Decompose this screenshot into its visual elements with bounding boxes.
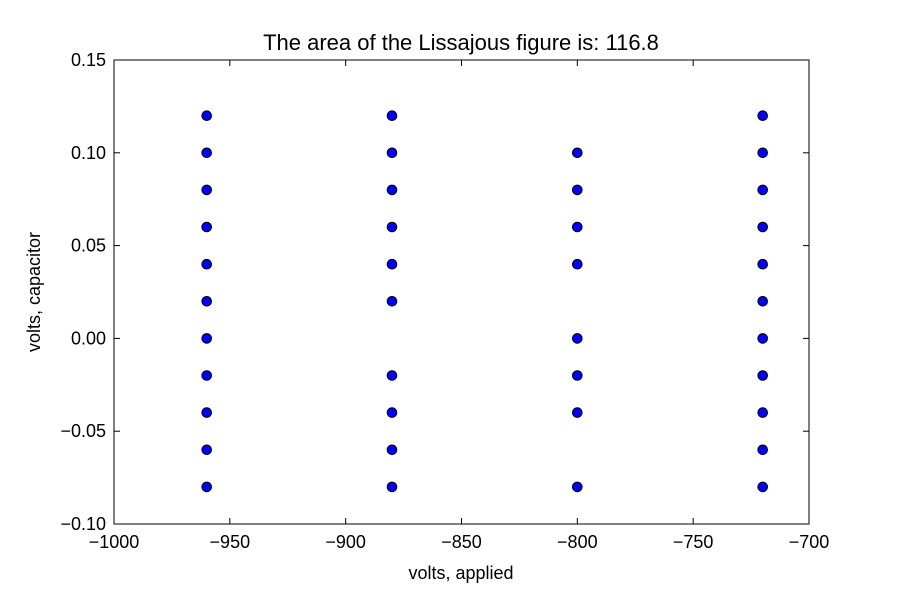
data-point — [386, 147, 398, 159]
data-point — [386, 407, 398, 418]
plot-frame — [113, 59, 810, 525]
data-point — [572, 333, 583, 344]
data-point — [572, 147, 583, 159]
plot-area — [201, 110, 769, 493]
y-tick-label: −0.05 — [60, 421, 106, 441]
y-axis: −0.10 −0.05 0.00 0.05 0.10 0.15 — [60, 50, 809, 534]
data-point — [572, 370, 583, 381]
data-point — [201, 221, 212, 233]
data-point — [386, 296, 398, 307]
x-tick-label: −700 — [789, 532, 830, 552]
data-point — [757, 258, 769, 270]
data-point — [757, 147, 769, 159]
y-tick-label: 0.00 — [71, 328, 106, 348]
data-point — [757, 444, 769, 456]
x-tick-label: −750 — [673, 532, 714, 552]
data-point — [572, 221, 583, 233]
data-point — [201, 481, 212, 493]
data-point — [386, 258, 398, 270]
data-point — [572, 184, 583, 196]
data-point — [757, 370, 769, 381]
data-point — [757, 296, 769, 307]
y-tick-label: 0.10 — [71, 143, 106, 163]
data-point — [386, 481, 398, 493]
data-point — [201, 147, 212, 159]
data-point — [201, 258, 212, 270]
data-point — [201, 333, 212, 344]
x-tick-label: −800 — [557, 532, 598, 552]
data-point — [201, 110, 212, 121]
data-point — [386, 184, 398, 196]
data-point — [757, 110, 769, 121]
data-point — [757, 184, 769, 196]
data-point — [386, 444, 398, 456]
data-point — [572, 481, 583, 493]
data-point — [201, 444, 212, 456]
y-tick-label: 0.15 — [71, 50, 106, 70]
x-axis-label: volts, applied — [408, 563, 513, 583]
data-point — [757, 221, 769, 233]
data-point — [201, 407, 212, 418]
x-tick-label: −1000 — [89, 532, 140, 552]
x-tick-label: −850 — [441, 532, 482, 552]
data-point — [757, 333, 769, 344]
chart-title: The area of the Lissajous figure is: 116… — [263, 30, 659, 55]
data-point — [386, 370, 398, 381]
x-tick-label: −950 — [210, 532, 251, 552]
data-point — [201, 184, 212, 196]
y-tick-label: 0.05 — [71, 236, 106, 256]
y-tick-label: −0.10 — [60, 514, 106, 534]
x-tick-label: −900 — [325, 532, 366, 552]
data-point — [757, 407, 769, 418]
data-point — [386, 110, 398, 121]
data-point — [386, 221, 398, 233]
data-point — [572, 258, 583, 270]
data-point — [757, 481, 769, 493]
data-point — [201, 370, 212, 381]
data-point — [201, 296, 212, 307]
y-axis-label: volts, capacitor — [24, 232, 44, 352]
data-point — [572, 407, 583, 418]
x-axis: −1000 −950 −900 −850 −800 −750 −700 — [89, 60, 830, 552]
